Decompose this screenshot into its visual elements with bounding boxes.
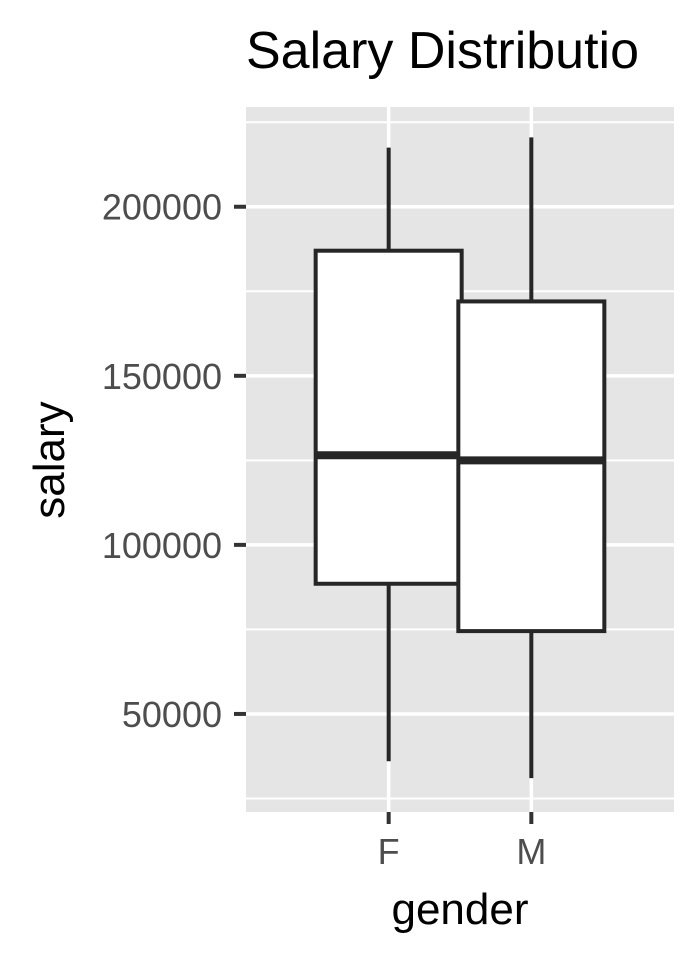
x-tick-label: M	[516, 831, 546, 872]
y-axis-title: salary	[25, 401, 74, 518]
box-f	[313, 147, 464, 762]
interquartile-box	[456, 299, 607, 634]
box-m	[456, 137, 607, 779]
interquartile-box	[313, 248, 464, 586]
y-axis: 50000 100000 150000 200000	[102, 187, 246, 735]
box-series	[313, 137, 607, 779]
y-tick-label: 150000	[102, 356, 222, 397]
y-tick-label: 200000	[102, 187, 222, 228]
y-tick-label: 100000	[102, 525, 222, 566]
y-tick-label: 50000	[122, 694, 222, 735]
x-axis-title: gender	[391, 885, 528, 934]
chart-title: Salary Distributio	[246, 22, 639, 80]
x-tick-label: F	[378, 831, 400, 872]
